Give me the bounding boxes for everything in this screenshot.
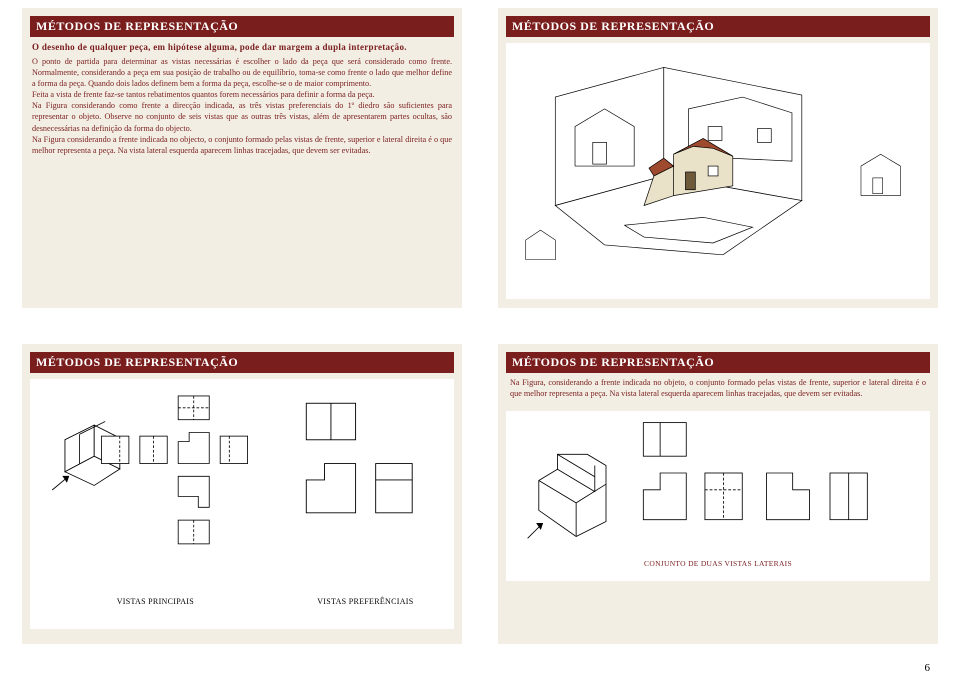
principais-svg bbox=[36, 385, 275, 595]
slide-views: MÉTODOS DE REPRESENTAÇÃO bbox=[22, 344, 462, 644]
preferenciais-svg bbox=[283, 385, 448, 595]
vistas-preferenciais: VISTAS PREFERÊNCIAIS bbox=[283, 385, 448, 623]
page-number: 6 bbox=[925, 662, 931, 674]
slide-text: MÉTODOS DE REPRESENTAÇÃO O desenho de qu… bbox=[22, 8, 462, 308]
lateral-figure: CONJUNTO DE DUAS VISTAS LATERAIS bbox=[506, 411, 930, 581]
lateral-svg bbox=[512, 417, 924, 557]
slide-house-projection: MÉTODOS DE REPRESENTAÇÃO bbox=[498, 8, 938, 308]
para1: O ponto de partida para determinar as vi… bbox=[32, 56, 452, 89]
slide-title: MÉTODOS DE REPRESENTAÇÃO bbox=[30, 352, 454, 373]
vistas-principais: VISTAS PRINCIPAIS bbox=[36, 385, 275, 623]
house-svg bbox=[506, 43, 930, 299]
slide-title: MÉTODOS DE REPRESENTAÇÃO bbox=[506, 352, 930, 373]
para3: Na Figura considerando como frente a dir… bbox=[32, 100, 452, 133]
para4: Na Figura considerando a frente indicada… bbox=[32, 134, 452, 156]
house-projection-figure bbox=[506, 43, 930, 299]
slide-title: MÉTODOS DE REPRESENTAÇÃO bbox=[506, 16, 930, 37]
lead-text: O desenho de qualquer peça, em hipótese … bbox=[32, 41, 452, 53]
slide-lateral: MÉTODOS DE REPRESENTAÇÃO Na Figura, cons… bbox=[498, 344, 938, 644]
note-text: Na Figura, considerando a frente indicad… bbox=[506, 373, 930, 405]
views-figure: VISTAS PRINCIPAIS bbox=[30, 379, 454, 629]
caption-preferenciais: VISTAS PREFERÊNCIAIS bbox=[283, 597, 448, 606]
caption-principais: VISTAS PRINCIPAIS bbox=[36, 597, 275, 606]
slide-title: MÉTODOS DE REPRESENTAÇÃO bbox=[30, 16, 454, 37]
para2: Feita a vista de frente faz-se tantos re… bbox=[32, 89, 452, 100]
caption-laterais: CONJUNTO DE DUAS VISTAS LATERAIS bbox=[512, 559, 924, 568]
slide-body: O desenho de qualquer peça, em hipótese … bbox=[30, 37, 454, 156]
